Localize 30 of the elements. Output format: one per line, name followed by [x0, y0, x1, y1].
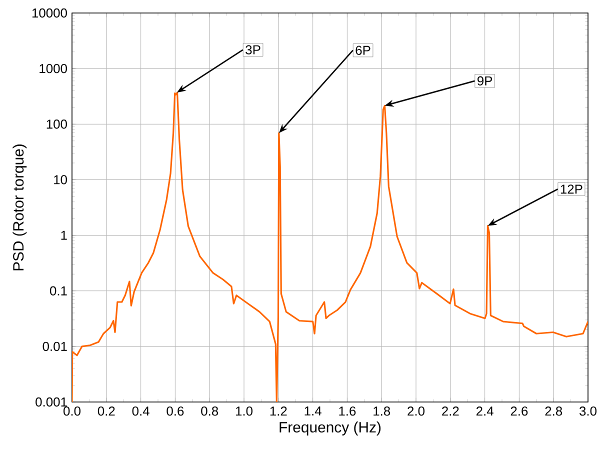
annotation: 3P [246, 45, 260, 54]
x-tick-label: 1.0 [236, 406, 253, 416]
y-tick-label: 10 [54, 175, 67, 184]
x-tick-label: 2.0 [408, 406, 425, 416]
y-tick-label: 0.001 [36, 397, 67, 407]
x-tick-label: 2.4 [476, 406, 494, 416]
y-tick-label: 10000 [32, 8, 67, 18]
y-tick-label: 0.1 [50, 286, 67, 296]
annotation: 12P [560, 184, 582, 194]
x-tick-label: 0.4 [132, 406, 150, 416]
y-tick-label: 100 [46, 120, 67, 129]
x-tick-label: 3.0 [580, 406, 597, 416]
x-tick-label: 2.2 [442, 406, 459, 416]
x-tick-label: 0.8 [201, 406, 218, 416]
x-tick-label: 1.6 [339, 406, 356, 416]
y-tick-label: 0.01 [42, 342, 67, 352]
x-tick-label: 2.6 [510, 406, 528, 416]
x-tick-label: 0.0 [63, 406, 80, 416]
y-tick-label: 1000 [40, 64, 67, 74]
x-tick-label: 1.2 [270, 406, 287, 416]
x-tick-label: 0.6 [166, 406, 184, 416]
annotation: 9P [478, 76, 492, 86]
x-tick-label: 1.8 [374, 406, 390, 416]
x-tick-label: 0.2 [98, 406, 115, 416]
y-tick-label: 1 [61, 230, 67, 240]
x-tick-label: 1.4 [304, 406, 322, 416]
y-axis-title: PSD (Rotor torque) [12, 144, 27, 270]
x-tick-label: 2.8 [545, 406, 562, 416]
annotation: 6P [356, 46, 370, 55]
x-axis-title: Frequency (Hz) [280, 422, 381, 436]
